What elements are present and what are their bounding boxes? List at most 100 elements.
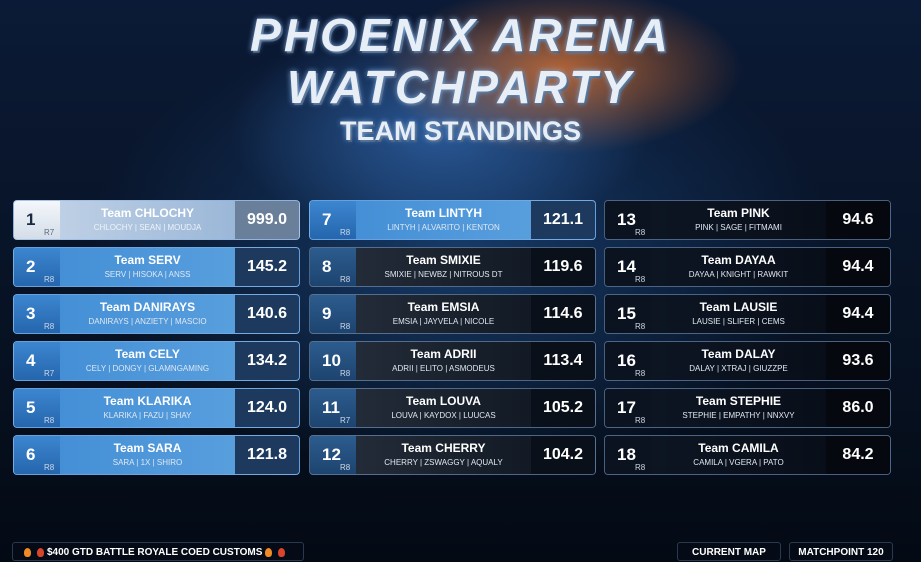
team-name: Team PINK [707,206,770,220]
team-info: Team DANIRAYS DANIRAYS | ANZIETY | MASCIO [60,295,235,333]
team-name: Team CELY [115,347,180,361]
standing-row: 9 R8 Team EMSIA EMSIA | JAYVELA | NICOLE 114… [309,294,596,334]
standing-row: 11 R7 Team LOUVA LOUVA | KAYDOX | LUUCAS 105… [309,388,596,428]
rank-box: 10 R8 [310,342,356,380]
standing-row: 12 R8 Team CHERRY CHERRY | ZSWAGGY | AQUALY… [309,435,596,475]
rank-box: 9 R8 [310,295,356,333]
score: 84.2 [826,436,890,474]
players: CAMILA | VGERA | PATO [693,458,784,467]
rank: 14 [617,257,636,276]
round: R8 [340,275,351,284]
rank: 11 [322,398,340,417]
rank-box: 2 R8 [14,248,60,286]
rank: 1 [26,210,36,229]
score: 140.6 [235,295,299,333]
score: 999.0 [235,201,299,239]
rank: 12 [322,445,341,464]
team-name: Team SARA [113,441,182,455]
score: 124.0 [235,389,299,427]
score: 94.4 [826,295,890,333]
rank: 5 [26,398,36,417]
round: R7 [44,369,55,378]
team-info: Team STEPHIE STEPHIE | EMPATHY | NNXVY [651,389,826,427]
standing-row: 1 R7 Team CHLOCHY CHLOCHY | SEAN | MOUDJA 99… [13,200,300,240]
score: 86.0 [826,389,890,427]
round: R8 [44,416,55,425]
round: R7 [44,228,55,237]
team-info: Team CHERRY CHERRY | ZSWAGGY | AQUALY [356,436,531,474]
round: R8 [44,463,55,472]
team-info: Team CELY CELY | DONGY | GLAMNGAMING [60,342,235,380]
standing-row: 10 R8 Team ADRII ADRII | ELITO | ASMODEUS 11… [309,341,596,381]
score: 105.2 [531,389,595,427]
round: R8 [44,322,55,331]
standing-row: 13 R8 Team PINK PINK | SAGE | FITMAMI 94.6 [604,200,891,240]
rank-box: 16 R8 [605,342,651,380]
standing-row: 18 R8 Team CAMILA CAMILA | VGERA | PATO 84.2 [604,435,891,475]
team-info: Team SERV SERV | HISOKA | ANSS [60,248,235,286]
rank: 15 [617,304,636,323]
round: R8 [635,369,646,378]
rank-box: 12 R8 [310,436,356,474]
team-info: Team DALAY DALAY | XTRAJ | GIUZZPE [651,342,826,380]
round: R8 [635,275,646,284]
rank: 6 [26,445,36,464]
event-banner: $400 GTD BATTLE ROYALE COED CUSTOMS [12,542,304,561]
rank-box: 4 R7 [14,342,60,380]
round: R8 [340,322,351,331]
rank: 16 [617,351,636,370]
players: LOUVA | KAYDOX | LUUCAS [391,411,496,420]
team-info: Team CAMILA CAMILA | VGERA | PATO [651,436,826,474]
players: DALAY | XTRAJ | GIUZZPE [689,364,788,373]
rank: 4 [26,351,36,370]
team-name: Team LAUSIE [699,300,778,314]
team-info: Team SMIXIE SMIXIE | NEWBZ | NITROUS DT [356,248,531,286]
rank: 13 [617,210,636,229]
score: 94.6 [826,201,890,239]
players: CHERRY | ZSWAGGY | AQUALY [384,458,503,467]
round: R8 [340,228,351,237]
score: 119.6 [531,248,595,286]
team-name: Team LOUVA [406,394,481,408]
team-name: Team ADRII [410,347,477,361]
team-info: Team PINK PINK | SAGE | FITMAMI [651,201,826,239]
players: DANIRAYS | ANZIETY | MASCIO [88,317,207,326]
team-name: Team EMSIA [407,300,480,314]
title-line: WATCHPARTY [287,61,634,113]
round: R8 [635,322,646,331]
team-name: Team KLARIKA [103,394,192,408]
team-info: Team CHLOCHY CHLOCHY | SEAN | MOUDJA [60,201,235,239]
standing-row: 2 R8 Team SERV SERV | HISOKA | ANSS 145.2 [13,247,300,287]
rank-box: 8 R8 [310,248,356,286]
team-info: Team LINTYH LINTYH | ALVARITO | KENTON [356,201,531,239]
rank-box: 6 R8 [14,436,60,474]
rank: 8 [322,257,332,276]
standing-row: 8 R8 Team SMIXIE SMIXIE | NEWBZ | NITROUS D… [309,247,596,287]
score: 134.2 [235,342,299,380]
standing-row: 14 R8 Team DAYAA DAYAA | KNIGHT | RAWKIT 94.… [604,247,891,287]
team-info: Team ADRII ADRII | ELITO | ASMODEUS [356,342,531,380]
players: DAYAA | KNIGHT | RAWKIT [688,270,789,279]
standing-row: 6 R8 Team SARA SARA | 1X | SHIRO 121.8 [13,435,300,475]
team-info: Team DAYAA DAYAA | KNIGHT | RAWKIT [651,248,826,286]
team-name: Team DAYAA [701,253,776,267]
team-name: Team CHLOCHY [100,206,195,220]
round: R8 [340,369,351,378]
players: ADRII | ELITO | ASMODEUS [392,364,495,373]
matchpoint: MATCHPOINT 120 [789,542,893,561]
rank-box: 1 R7 [14,201,60,239]
players: LAUSIE | SLIFER | CEMS [692,317,785,326]
event-text: $400 GTD BATTLE ROYALE COED CUSTOMS [47,547,263,558]
standing-row: 17 R8 Team STEPHIE STEPHIE | EMPATHY | NNXV… [604,388,891,428]
rank: 17 [617,398,636,417]
rank: 9 [322,304,332,323]
team-name: Team LINTYH [404,206,483,220]
players: PINK | SAGE | FITMAMI [695,223,782,232]
team-info: Team LOUVA LOUVA | KAYDOX | LUUCAS [356,389,531,427]
round: R8 [635,228,646,237]
rank-box: 13 R8 [605,201,651,239]
round: R8 [635,416,646,425]
players: CHLOCHY | SEAN | MOUDJA [93,223,202,232]
team-name: Team DALAY [701,347,776,361]
